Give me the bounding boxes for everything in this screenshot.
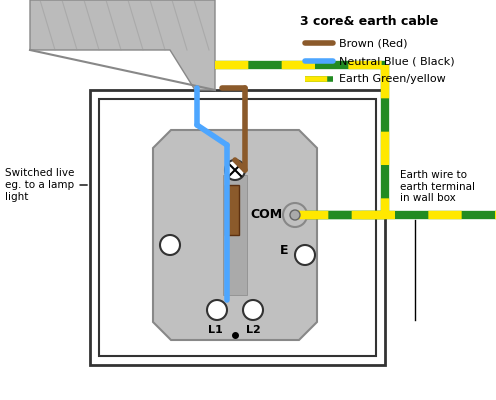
Bar <box>99 99 376 356</box>
Polygon shape <box>153 130 317 340</box>
Text: E: E <box>280 244 289 256</box>
Text: Neutral Blue ( Black): Neutral Blue ( Black) <box>339 56 455 66</box>
Circle shape <box>160 235 180 255</box>
Text: COM: COM <box>250 208 282 222</box>
Circle shape <box>295 245 315 265</box>
Text: 3 core& earth cable: 3 core& earth cable <box>300 15 438 28</box>
Bar <box>90 90 385 365</box>
Circle shape <box>290 210 300 220</box>
Circle shape <box>225 160 245 180</box>
Text: Switched live
eg. to a lamp
light: Switched live eg. to a lamp light <box>5 168 87 202</box>
Text: L1: L1 <box>208 325 222 335</box>
Text: L2: L2 <box>246 325 260 335</box>
Circle shape <box>283 203 307 227</box>
Text: Earth Green/yellow: Earth Green/yellow <box>339 74 446 84</box>
Bar <box>223 175 247 295</box>
Text: Earth wire to
earth terminal
in wall box: Earth wire to earth terminal in wall box <box>400 170 475 203</box>
Bar <box>225 185 239 235</box>
Text: Brown (Red): Brown (Red) <box>339 38 408 48</box>
Circle shape <box>243 300 263 320</box>
Circle shape <box>207 300 227 320</box>
Polygon shape <box>30 0 215 90</box>
